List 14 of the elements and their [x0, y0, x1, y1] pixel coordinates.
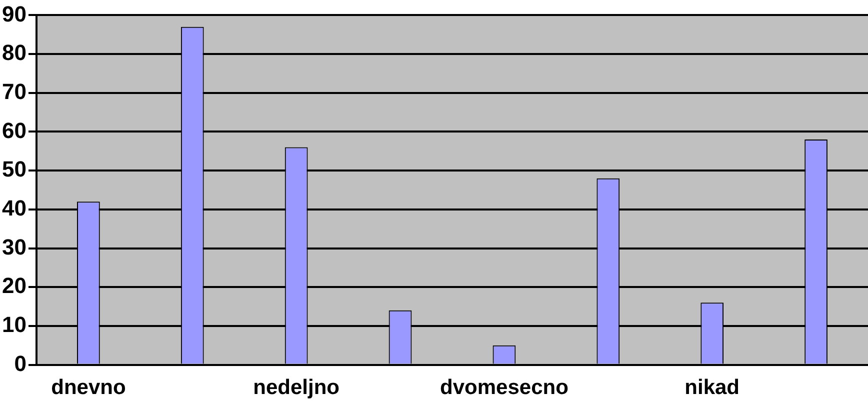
y-tick-label: 50: [2, 156, 26, 182]
x-tick-label: nedeljno: [253, 376, 340, 400]
y-tick-label: 40: [2, 195, 26, 220]
y-tick-label: 10: [2, 312, 26, 338]
x-tick-label: nikad: [684, 376, 740, 400]
y-tick-label: 60: [2, 118, 26, 143]
y-tick-label: 90: [2, 1, 26, 26]
y-tick-label: 80: [2, 40, 26, 66]
y-tick-label: 70: [2, 78, 26, 104]
x-tick-label: dnevno: [51, 376, 126, 400]
x-tick-label: dvomesecno: [440, 376, 568, 400]
y-tick-label: 30: [2, 234, 26, 260]
y-tick-label: 20: [2, 273, 26, 298]
y-tick-label: 0: [14, 350, 26, 376]
